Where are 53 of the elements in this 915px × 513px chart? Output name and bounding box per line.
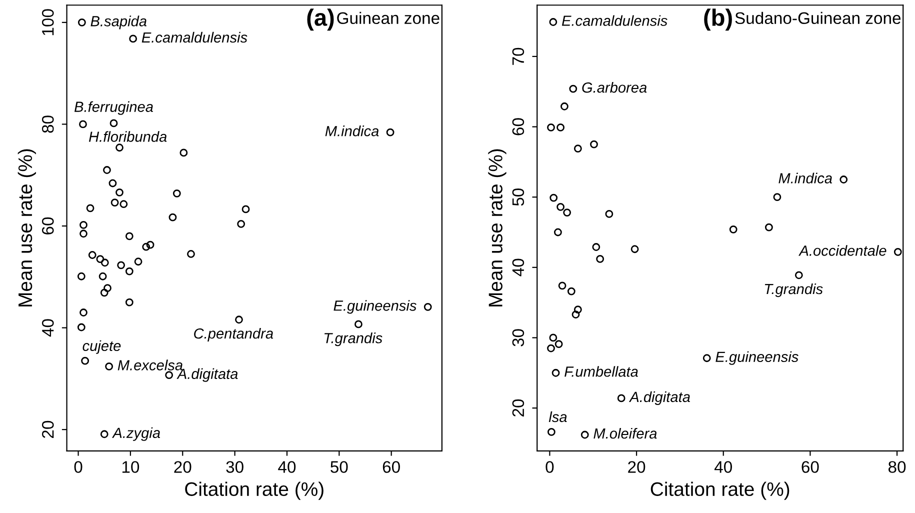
chart-subtitle: Guinean zone [337, 12, 440, 24]
x-tick-label: 60 [802, 461, 819, 473]
y-axis-title: Mean use rate (%) [488, 149, 506, 306]
x-tick-label: 40 [714, 461, 732, 473]
annotation: M.indica [778, 172, 832, 184]
annotation: T.grandis [764, 283, 823, 298]
x-tick-label: 0 [546, 461, 554, 473]
annotation: G.arborea [582, 82, 647, 93]
annotation: C.pentandra [194, 328, 274, 342]
annotation: A.digitata [628, 391, 690, 405]
y-tick-label: 20 [42, 420, 54, 438]
annotation: M.excelsa [118, 360, 183, 370]
annotation: F.umbellata [564, 366, 638, 377]
y-tick-label: 80 [42, 116, 54, 133]
annotation: lsa [548, 411, 567, 422]
x-tick-label: 10 [122, 461, 140, 473]
x-axis-title: Citation rate (%) [185, 482, 324, 500]
x-tick-label: 20 [174, 461, 192, 473]
x-axis-title: Citation rate (%) [650, 482, 790, 500]
annotation: M.oleifera [594, 428, 657, 439]
annotation: A.digitata [176, 368, 238, 382]
y-tick-label: 70 [512, 48, 524, 65]
annotation: H.floribunda [88, 131, 167, 142]
y-tick-label: 40 [42, 319, 54, 337]
chart-title: (a) [307, 8, 334, 31]
annotation: E.camaldulensis [142, 32, 248, 43]
y-tick-label: 60 [42, 217, 54, 234]
x-tick-label: 30 [226, 461, 244, 473]
annotation: E.camaldulensis [562, 15, 668, 26]
y-tick-label: 40 [512, 258, 524, 276]
annotation: cujete [82, 340, 121, 354]
y-tick-label: 60 [512, 118, 524, 136]
annotation: E.guineensis [716, 351, 798, 365]
chart-title: (b) [704, 8, 732, 31]
annotation: E.guineensis [334, 300, 416, 314]
x-tick-label: 80 [888, 461, 906, 473]
annotation: A.zygia [112, 427, 160, 441]
x-tick-label: 40 [278, 461, 296, 473]
y-tick-label: 20 [512, 399, 524, 416]
annotation: B.sapida [90, 16, 147, 30]
x-tick-label: 20 [628, 461, 646, 473]
y-tick-label: 100 [42, 9, 54, 36]
x-tick-label: 60 [382, 461, 400, 473]
y-axis-title: Mean use rate (%) [18, 149, 36, 306]
annotation: A.occidentale [798, 245, 886, 256]
chart-subtitle: Sudano-Guinean zone [735, 12, 901, 24]
annotation: T.grandis [324, 332, 382, 346]
y-tick-label: 30 [512, 329, 524, 346]
y-tick-label: 50 [512, 188, 524, 206]
annotation: B.ferruginea [74, 101, 153, 115]
annotation: M.indica [325, 126, 379, 136]
x-tick-label: 50 [330, 461, 348, 473]
x-tick-label: 0 [74, 461, 82, 473]
